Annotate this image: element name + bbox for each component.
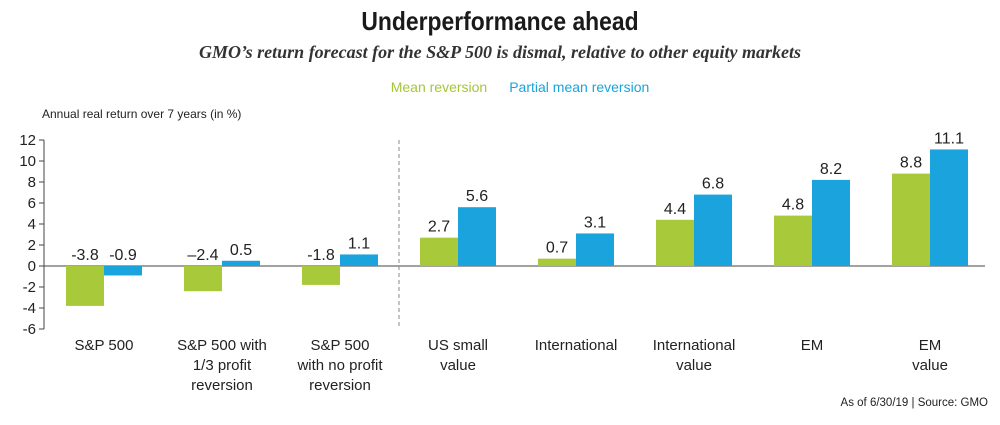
category-label: International <box>535 337 618 354</box>
data-label: 0.7 <box>546 240 568 257</box>
category-label: 1/3 profit <box>193 357 252 374</box>
source-note: As of 6/30/19 | Source: GMO <box>840 397 988 409</box>
bar-mean-reversion <box>656 219 694 266</box>
bar-partial-mean-reversion <box>340 254 378 266</box>
bar-partial-mean-reversion <box>694 194 732 266</box>
category-label: with no profit <box>296 357 383 374</box>
category-label: US small <box>428 337 488 354</box>
category-label: value <box>912 357 948 374</box>
bar-partial-mean-reversion <box>930 149 968 266</box>
data-label: 1.1 <box>348 235 370 252</box>
bar-partial-mean-reversion <box>812 179 850 266</box>
legend: Mean reversion Partial mean reversion <box>0 79 1000 95</box>
bar-mean-reversion <box>538 258 576 266</box>
bar-mean-reversion <box>892 173 930 266</box>
y-tick-label: 2 <box>28 237 36 254</box>
data-label: 8.8 <box>900 155 922 172</box>
data-label: –2.4 <box>187 247 218 264</box>
bar-partial-mean-reversion <box>222 260 260 266</box>
data-label: -3.8 <box>71 247 99 264</box>
data-label: 2.7 <box>428 219 450 236</box>
category-label: value <box>440 357 476 374</box>
chart-subtitle: GMO’s return forecast for the S&P 500 is… <box>199 42 801 62</box>
category-label: value <box>676 357 712 374</box>
data-label: 5.6 <box>466 188 488 205</box>
data-label: 11.1 <box>934 130 964 147</box>
data-label: 0.5 <box>230 242 252 259</box>
bar-partial-mean-reversion <box>576 233 614 266</box>
data-label: 6.8 <box>702 176 724 193</box>
category-label: reversion <box>191 377 253 394</box>
y-tick-label: -6 <box>23 321 36 338</box>
bar-partial-mean-reversion <box>104 266 142 276</box>
y-tick-label: 8 <box>28 174 36 191</box>
y-tick-label: -4 <box>23 300 36 317</box>
data-label: 3.1 <box>584 214 606 231</box>
bar-mean-reversion <box>302 266 340 285</box>
chart-title: Underperformance ahead <box>361 6 639 36</box>
category-label: S&P 500 <box>75 337 134 354</box>
category-label: EM <box>801 337 824 354</box>
legend-partial-mean-reversion: Partial mean reversion <box>509 79 650 95</box>
bar-mean-reversion <box>66 266 104 306</box>
category-label: S&P 500 <box>311 337 370 354</box>
y-tick-label: -2 <box>23 279 36 296</box>
y-tick-label: 12 <box>19 132 36 149</box>
y-tick-label: 4 <box>28 216 36 233</box>
bar-partial-mean-reversion <box>458 207 496 266</box>
data-label: 8.2 <box>820 161 842 178</box>
y-tick-label: 6 <box>28 195 36 212</box>
data-label: -1.8 <box>307 247 335 264</box>
bar-mean-reversion <box>774 215 812 266</box>
category-label: EM <box>919 337 942 354</box>
y-tick-label: 10 <box>19 153 36 170</box>
category-label: S&P 500 with <box>177 337 267 354</box>
legend-mean-reversion: Mean reversion <box>390 79 488 95</box>
category-label: reversion <box>309 377 371 394</box>
y-axis-label: Annual real return over 7 years (in %) <box>42 107 242 121</box>
data-label: 4.4 <box>664 201 686 218</box>
y-tick-label: 0 <box>28 258 36 275</box>
bar-mean-reversion <box>184 266 222 292</box>
data-label: 4.8 <box>782 197 804 214</box>
bar-mean-reversion <box>420 237 458 266</box>
category-label: International <box>653 337 736 354</box>
data-label: -0.9 <box>109 247 137 264</box>
